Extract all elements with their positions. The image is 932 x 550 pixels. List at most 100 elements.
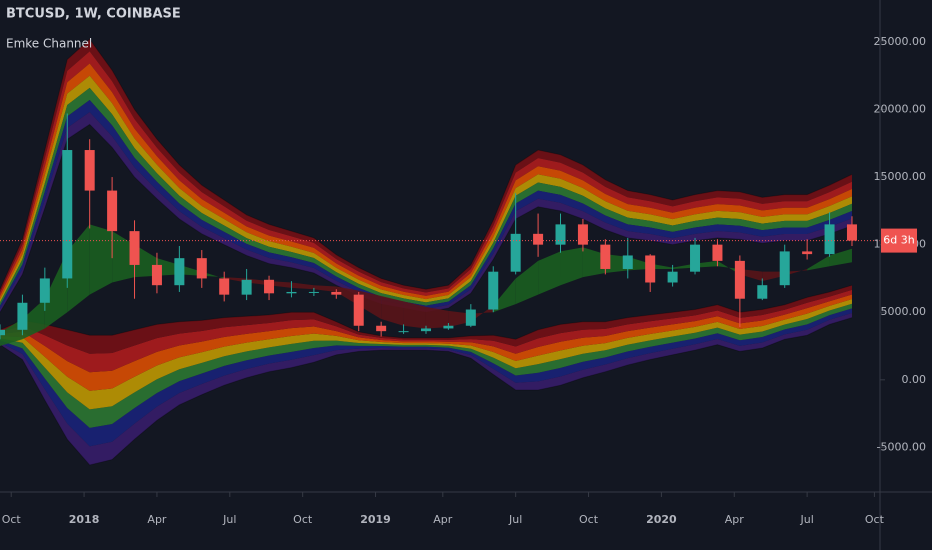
candle-body — [286, 291, 297, 294]
y-tick-label: -5000.00 — [877, 440, 926, 453]
y-tick-label: 25000.00 — [874, 35, 927, 48]
x-tick-label: Jul — [799, 513, 813, 526]
candle-body — [533, 233, 544, 245]
candle-body — [802, 251, 813, 255]
x-tick-label: 2020 — [646, 513, 677, 526]
average-fill — [762, 271, 785, 282]
y-tick-label: 15000.00 — [874, 170, 927, 183]
candle-body — [645, 255, 656, 283]
average-fill — [291, 282, 314, 290]
candle-body — [734, 260, 745, 299]
y-tick-label: 5000.00 — [881, 305, 927, 318]
chart-title: BTCUSD, 1W, COINBASE — [6, 7, 181, 22]
x-tick-label: Jul — [222, 513, 236, 526]
candle-body — [264, 279, 275, 294]
average-fill — [448, 310, 471, 328]
average-fill — [358, 290, 382, 319]
average-fill — [807, 255, 830, 271]
candle-body — [62, 150, 73, 279]
x-tick-label: Oct — [579, 513, 599, 526]
y-tick-label: 20000.00 — [874, 102, 927, 115]
x-tick-label: Oct — [2, 513, 22, 526]
average-fill — [470, 305, 494, 322]
indicator-name: Emke Channel — [6, 37, 92, 51]
average-fill — [493, 278, 516, 313]
candle-body — [39, 278, 50, 303]
candle-body — [465, 309, 476, 326]
candle-body — [846, 224, 857, 241]
average-fill — [269, 281, 292, 288]
candle-body — [600, 244, 611, 269]
candle-body — [398, 331, 409, 333]
x-tick-label: 2019 — [360, 513, 391, 526]
candle-body — [510, 233, 521, 272]
average-fill — [44, 251, 68, 329]
candle-body — [331, 291, 342, 295]
candle-body — [196, 258, 207, 279]
channel-stripe — [0, 313, 852, 465]
average-fill — [582, 247, 606, 278]
candle-body — [151, 264, 162, 286]
candle-body — [241, 279, 252, 295]
average-fill — [336, 286, 359, 306]
channel-line — [0, 317, 853, 466]
candle-body — [17, 302, 28, 330]
candle-body — [555, 224, 566, 245]
average-fill — [134, 244, 157, 278]
average-fill — [739, 268, 763, 282]
candle-body — [667, 271, 678, 283]
average-fill — [650, 263, 673, 269]
average-fill — [89, 224, 113, 295]
candle-body — [690, 244, 701, 272]
candle-body — [488, 271, 499, 310]
average-fill — [425, 306, 449, 329]
average-fill — [246, 278, 270, 286]
plot-area — [0, 38, 880, 466]
last-price-box — [881, 228, 917, 253]
x-tick-label: Jul — [508, 513, 522, 526]
average-fill — [381, 296, 404, 326]
average-fill — [0, 318, 23, 347]
average-fill — [403, 301, 426, 329]
channel-stripe — [0, 308, 852, 447]
average-fill — [156, 258, 180, 276]
candle-body — [308, 291, 319, 293]
channel-stripe — [0, 294, 852, 391]
average-fill — [112, 231, 135, 283]
candle-body — [107, 190, 118, 232]
average-fill — [605, 254, 628, 274]
candle-body — [0, 329, 5, 336]
candle-body — [376, 325, 387, 332]
channel-line — [0, 284, 853, 340]
average-fill — [67, 224, 90, 313]
x-tick-label: Apr — [725, 513, 745, 526]
candle-body — [577, 224, 588, 245]
average-fill — [201, 271, 225, 279]
countdown-label: 6d 3h — [883, 234, 914, 247]
average-fill — [224, 277, 247, 283]
average-fill — [672, 263, 696, 269]
candle-body — [219, 278, 230, 295]
x-tick-label: Apr — [147, 513, 167, 526]
channel-stripe — [0, 285, 852, 354]
average-fill — [784, 268, 808, 276]
candle-body — [824, 224, 835, 255]
candle-body — [353, 294, 364, 326]
average-fill — [179, 264, 202, 276]
average-fill — [560, 247, 583, 286]
average-fill — [717, 260, 740, 275]
candle-body — [443, 325, 454, 329]
x-tick-label: 2018 — [69, 513, 100, 526]
channel-line — [0, 38, 853, 290]
average-fill — [627, 256, 651, 271]
channel-stripe — [0, 303, 852, 428]
channel-stripe — [0, 299, 852, 410]
average-fill — [22, 298, 45, 340]
average-fill — [515, 260, 539, 305]
candle-body — [420, 328, 431, 332]
candle-body — [712, 244, 723, 261]
candle-body — [84, 150, 95, 191]
x-tick-label: Oct — [865, 513, 885, 526]
